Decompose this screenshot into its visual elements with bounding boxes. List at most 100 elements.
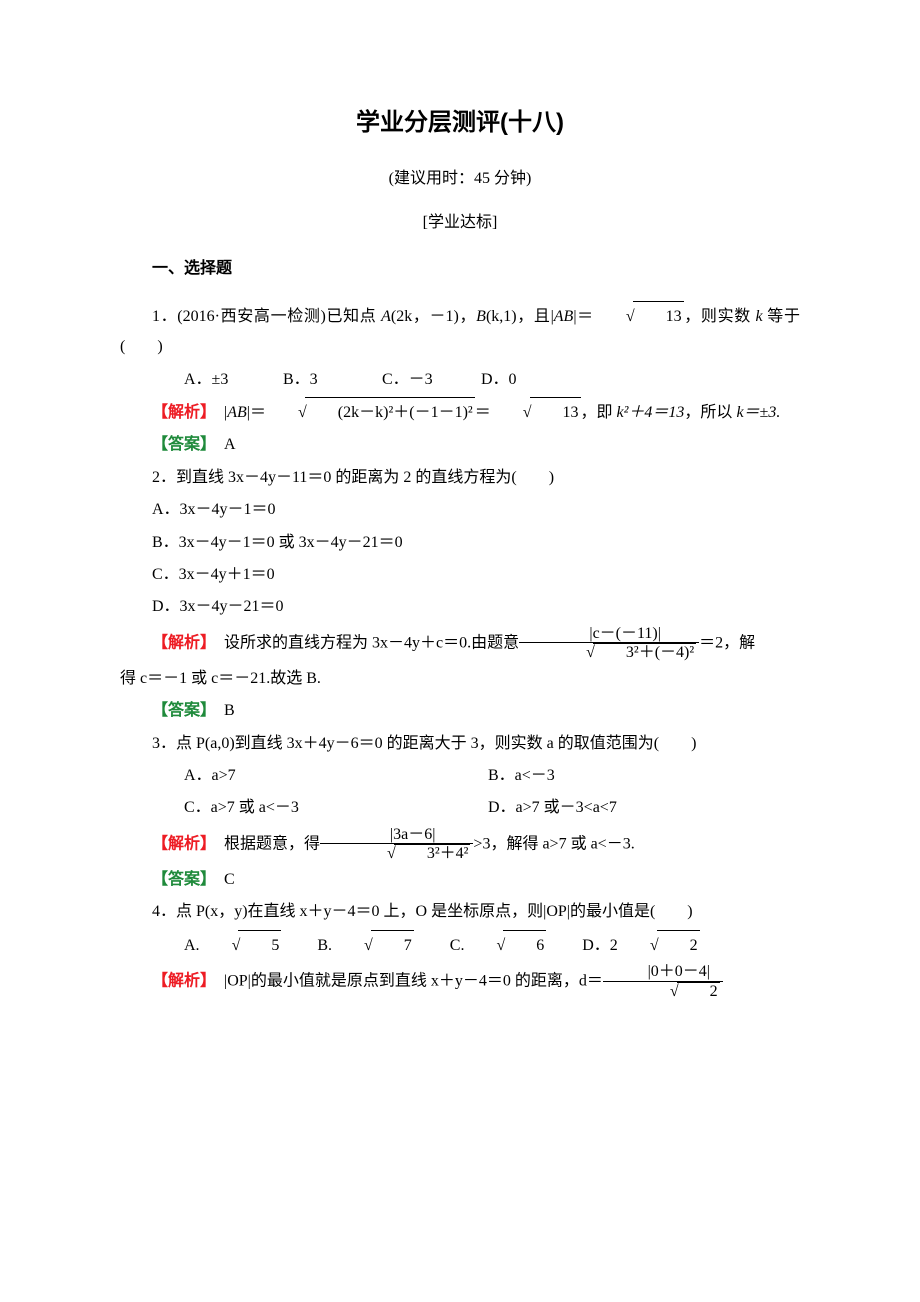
q3-answer-val: C [208,871,235,888]
answer-label-3: 【答案】 [152,871,208,888]
q1-A-coords: (2k，－1) [391,308,459,325]
q3-frac-den: 3²＋4² [320,843,473,863]
q1-AB: AB [554,308,574,325]
q1-rad1-val: (2k－k)²＋(－1－1)² [305,397,475,428]
q4-optC-pre: C. [450,937,465,954]
q1-post: ，即 [581,404,617,421]
q1-so: ，所以 [684,404,736,421]
q1-A: A [381,308,391,325]
q1-k2: k²＋4＝13 [617,404,685,421]
q4-optC: C. 6 [418,930,546,961]
q3-answer: 【答案】 C [120,865,800,895]
page-title: 学业分层测评(十八) [120,100,800,146]
q3-frac-num: |3a－6| [320,826,473,844]
q3-optD: D．a>7 或－3<a<7 [456,793,756,823]
q1-answer: 【答案】 A [120,430,800,460]
q1-B: B [476,308,486,325]
q3-analysis: 【解析】 根据题意，得|3a－6|3²＋4²>3，解得 a>7 或 a<－3. [120,826,800,863]
q4-optD: D．2 2 [550,930,699,961]
q1-eq: ＝ [475,404,491,421]
q1-after-ab: |＝ [573,308,594,325]
q1-stem: 1．(2016·西安高一检测)已知点 A(2k，－1)，B(k,1)，且|AB|… [120,301,800,363]
q3-ana-p1: 根据题意，得 [208,835,320,852]
q2-optD-row: D．3x－4y－21＝0 [120,592,800,622]
q2-frac-den: 3²＋(－4)² [519,642,699,662]
q2-optA-row: A．3x－4y－1＝0 [120,495,800,525]
q3-stem: 3．点 P(a,0)到直线 3x＋4y－6＝0 的距离大于 3，则实数 a 的取… [120,729,800,759]
q1-keq: k＝±3. [736,404,780,421]
q4-optC-sqrt: 6 [464,930,546,961]
q2-analysis: 【解析】 设所求的直线方程为 3x－4y＋c＝0.由题意|c－(－11)|3²＋… [120,625,800,662]
answer-label-2: 【答案】 [152,702,208,719]
q1-ana-AB: AB [227,404,247,421]
q1-tail: ，则实数 [684,308,756,325]
q2-ana-p2: ＝2，解 [699,634,755,651]
q4-options: A. 5 B. 7 C. 6 D．2 2 [120,930,800,961]
q2-optB-row: B．3x－4y－1＝0 或 3x－4y－21＝0 [120,528,800,558]
q4-optB: B. 7 [285,930,413,961]
q4-optA-pre: A. [184,937,200,954]
q3-optB: B．a<－3 [456,761,756,791]
q2-stem: 2．到直线 3x－4y－11＝0 的距离为 2 的直线方程为( ) [120,463,800,493]
q2-analysis-line2: 得 c＝－1 或 c＝－21.故选 B. [120,664,800,694]
q2-frac: |c－(－11)|3²＋(－4)² [519,625,699,662]
q3-den-rad: 3²＋4² [394,844,471,863]
q4-optD-rad: 2 [657,930,700,961]
q4-optB-rad: 7 [371,930,414,961]
q1-ana-pre: | [208,404,227,421]
section-bracket: [学业达标] [120,208,800,238]
q1-sep2: ，且| [517,308,554,325]
q1-optD: D．0 [449,365,544,395]
q2-answer-val: B [208,702,235,719]
analyze-label-2: 【解析】 [152,634,208,651]
q1-ana-mid1: |＝ [247,404,266,421]
q1-sep1: ， [459,308,476,325]
q1-rad1: (2k－k)²＋(－1－1)² [266,397,475,428]
analyze-label: 【解析】 [152,404,208,421]
q2-frac-num: |c－(－11)| [519,625,699,643]
q2-ana-p1: 设所求的直线方程为 3x－4y＋c＝0.由题意 [208,634,519,651]
q1-rad2-val: 13 [530,397,581,428]
answer-label: 【答案】 [152,436,208,453]
q1-optB: B．3 [251,365,346,395]
q4-den-rad: 2 [677,982,720,1001]
q1-optA: A．±3 [152,365,247,395]
q1-analysis: 【解析】 |AB|＝ (2k－k)²＋(－1－1)²＝ 13，即 k²＋4＝13，所… [120,397,800,428]
q4-optB-pre: B. [317,937,332,954]
q2-den-sqrt: 3²＋(－4)² [554,643,696,662]
q3-opts-row2: C．a>7 或 a<－3 D．a>7 或－3<a<7 [120,793,800,823]
q1-B-coords: (k,1) [486,308,517,325]
q4-frac-den: 2 [603,981,723,1001]
q2-answer: 【答案】 B [120,696,800,726]
q4-optB-sqrt: 7 [332,930,414,961]
q3-optA: A．a>7 [152,761,452,791]
q4-den-sqrt: 2 [638,982,720,1001]
q4-optA-rad: 5 [238,930,281,961]
q1-optC: C．－3 [350,365,445,395]
q4-optD-sqrt: 2 [618,930,700,961]
q1-answer-val: A [208,436,236,453]
q2-den-rad: 3²＋(－4)² [593,643,696,662]
q4-optD-pre: D．2 [582,937,618,954]
q4-optC-rad: 6 [503,930,546,961]
q3-den-sqrt: 3²＋4² [355,844,470,863]
q1-k: k [756,308,763,325]
q3-ana-p2: >3，解得 a>7 或 a<－3. [473,835,634,852]
section-heading: 一、选择题 [120,254,800,284]
q4-frac: |0＋0－4|2 [603,963,723,1000]
q1-stem-prefix: 1．(2016·西安高一检测)已知点 [152,308,381,325]
analyze-label-4: 【解析】 [152,972,208,989]
q2-stem-text: 2．到直线 3x－4y－11＝0 的距离为 2 的直线方程为( ) [152,469,554,486]
q1-rad2: 13 [491,397,581,428]
q2-optC: C．3x－4y＋1＝0 [152,566,275,583]
q4-ana-p1: |OP|的最小值就是原点到直线 x＋y－4＝0 的距离，d＝ [208,972,603,989]
q3-opts-row1: A．a>7 B．a<－3 [120,761,800,791]
q4-optA: A. 5 [152,930,281,961]
q1-sqrt13-val: 13 [633,301,684,332]
analyze-label-3: 【解析】 [152,835,208,852]
q2-optB: B．3x－4y－1＝0 或 3x－4y－21＝0 [152,534,403,551]
q1-options: A．±3 B．3 C．－3 D．0 [120,365,800,395]
q4-frac-num: |0＋0－4| [603,963,723,981]
q2-optC-row: C．3x－4y＋1＝0 [120,560,800,590]
q2-optD: D．3x－4y－21＝0 [152,598,284,615]
